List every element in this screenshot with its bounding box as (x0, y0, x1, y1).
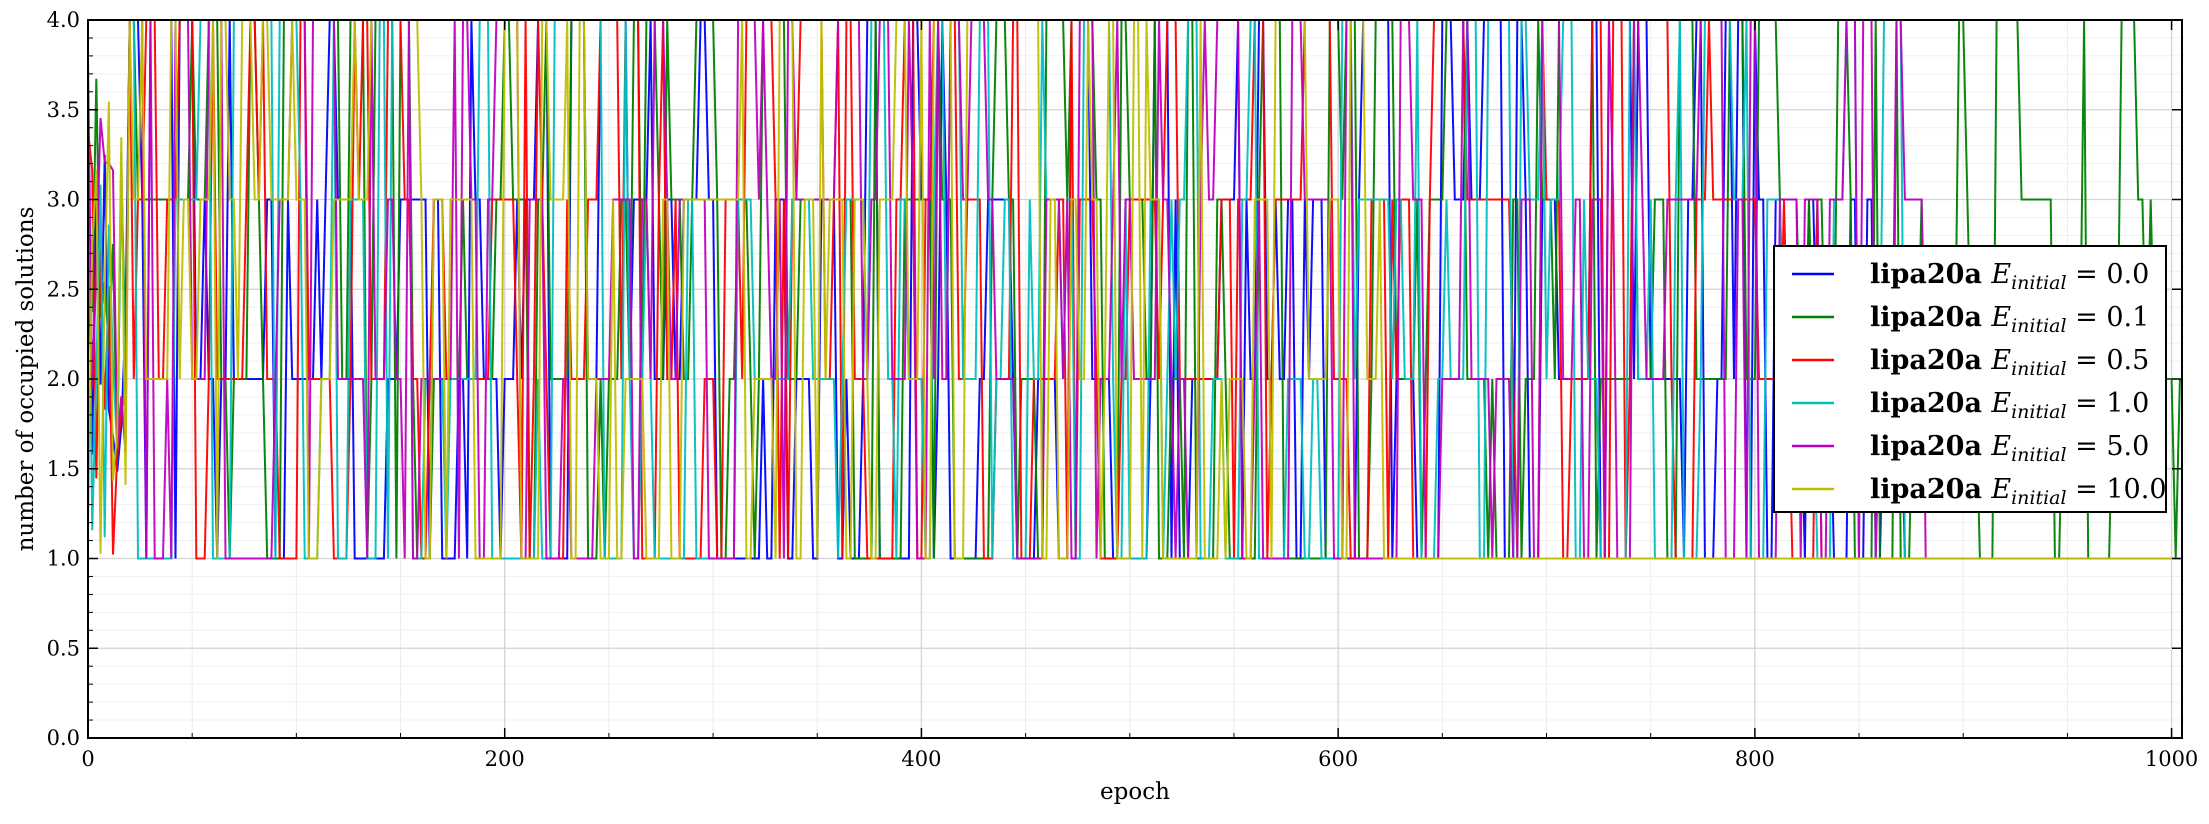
series-line-5 (88, 20, 2180, 560)
y-tick-label: 0.0 (47, 726, 80, 750)
y-tick-label: 4.0 (47, 8, 80, 32)
x-axis-label: epoch (1100, 779, 1170, 805)
x-tick-label: 800 (1735, 747, 1775, 771)
y-tick-label: 0.5 (47, 636, 80, 660)
legend-label-0: lipa20a Einitial = 0.0 (1870, 259, 2149, 294)
legend-label-4: lipa20a Einitial = 5.0 (1870, 431, 2149, 466)
series-line-4 (88, 20, 2180, 560)
y-axis-label: number of occupied solutions (13, 207, 39, 552)
tick-layer: 0 200 400 600 800 1000 0.0 0.5 1.0 1.5 2.0 2.5 3.0 3.… (47, 8, 2199, 771)
legend-label-5: lipa20a Einitial = 10.0 (1870, 474, 2167, 509)
legend-label-3: lipa20a Einitial = 1.0 (1870, 388, 2149, 423)
legend-label-1: lipa20a Einitial = 0.1 (1870, 302, 2149, 337)
legend: lipa20a Einitial = 0.0 lipa20a Einitial =… (1773, 245, 2167, 513)
x-tick-label: 1000 (2145, 747, 2198, 771)
y-tick-label: 2.5 (47, 277, 80, 301)
y-tick-label: 3.5 (47, 98, 80, 122)
x-tick-label: 0 (81, 747, 94, 771)
y-tick-label: 3.0 (47, 188, 80, 212)
x-tick-label: 200 (485, 747, 525, 771)
legend-box (1773, 245, 2167, 513)
legend-label-2: lipa20a Einitial = 0.5 (1870, 345, 2149, 380)
y-tick-label: 2.0 (47, 367, 80, 391)
y-tick-label: 1.0 (47, 547, 80, 571)
x-tick-label: 600 (1318, 747, 1358, 771)
x-tick-label: 400 (901, 747, 941, 771)
y-tick-label: 1.5 (47, 457, 80, 481)
